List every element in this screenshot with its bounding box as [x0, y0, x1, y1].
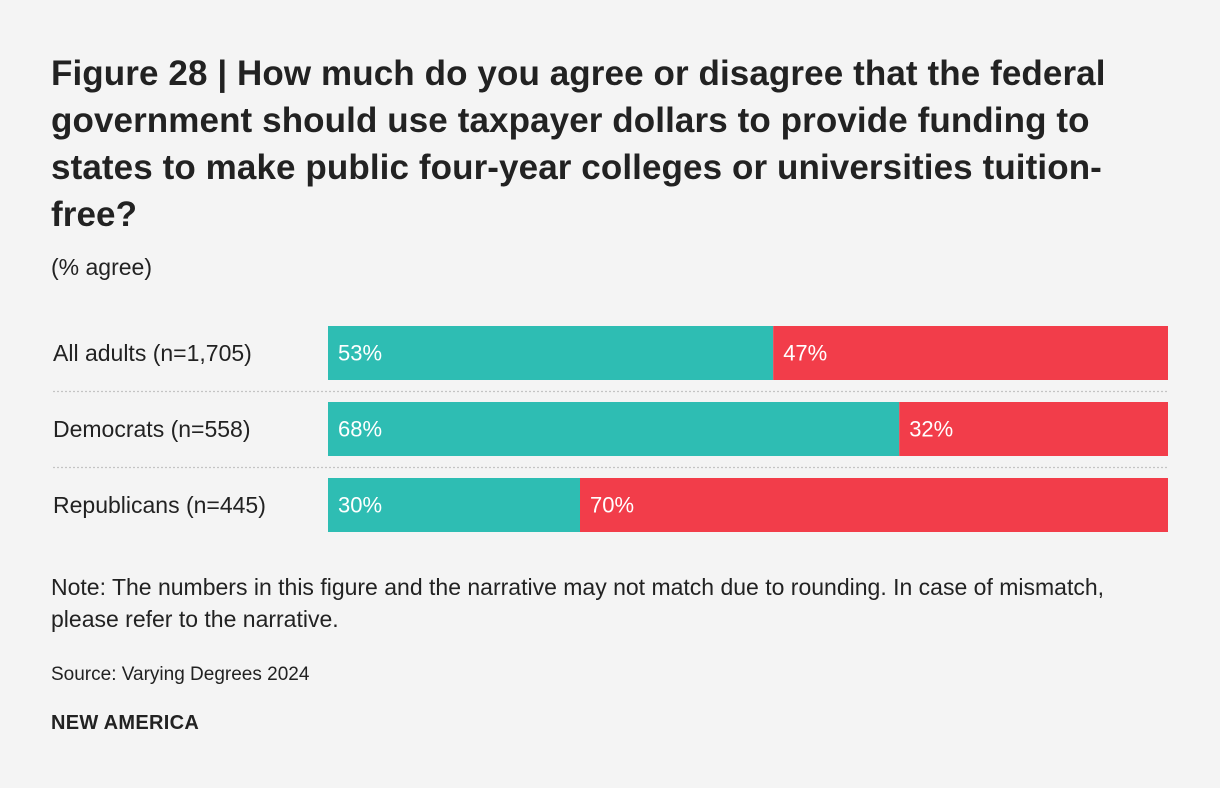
bar-segment-disagree: [899, 402, 1168, 456]
category-label: Republicans (n=445): [53, 492, 266, 518]
chart-title: Figure 28 | How much do you agree or dis…: [51, 54, 1106, 234]
brand-logo: NEW AMERICA: [51, 712, 200, 734]
data-label: 47%: [783, 341, 827, 366]
bar-segment-agree: [328, 326, 774, 380]
chart-subtitle: (% agree): [51, 254, 152, 280]
chart-note: Note: The numbers in this figure and the…: [51, 574, 1105, 632]
data-label: 68%: [338, 417, 382, 442]
data-label: 70%: [590, 493, 634, 518]
category-label: Democrats (n=558): [53, 416, 251, 442]
bar-segment-agree: [328, 478, 580, 532]
bar-segment-disagree: [773, 326, 1168, 380]
data-label: 53%: [338, 341, 382, 366]
bar-segment-agree: [328, 402, 900, 456]
bar-segment-disagree: [580, 478, 1168, 532]
category-label: All adults (n=1,705): [53, 340, 252, 366]
data-label: 30%: [338, 493, 382, 518]
chart-source: Source: Varying Degrees 2024: [51, 664, 310, 685]
data-label: 32%: [909, 417, 953, 442]
